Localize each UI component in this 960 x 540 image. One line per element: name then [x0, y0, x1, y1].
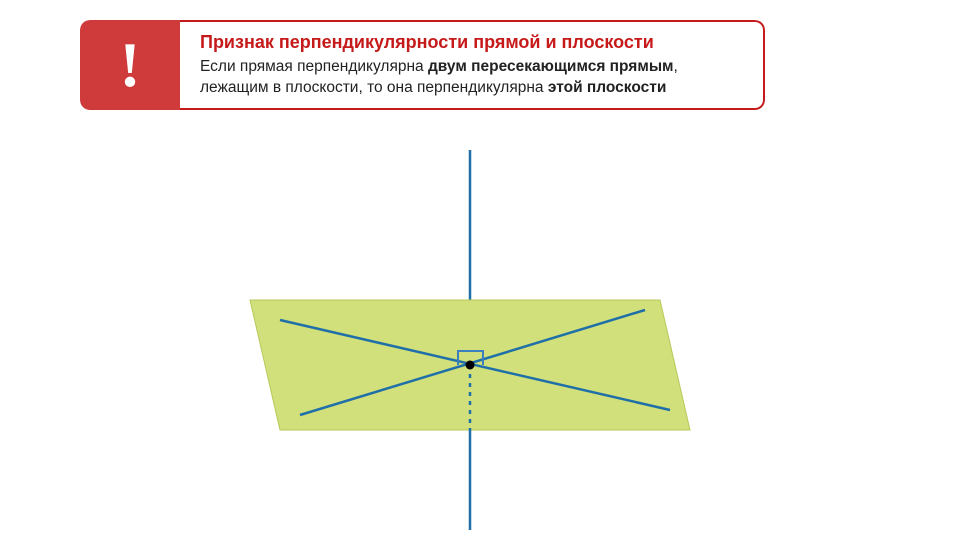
exclamation-glyph: ! [119, 28, 140, 102]
perpendicularity-diagram [190, 150, 750, 530]
theorem-callout: ! Признак перпендикулярности прямой и пл… [80, 20, 765, 110]
intersection-point [466, 361, 475, 370]
exclamation-icon: ! [80, 20, 180, 110]
body-bold-1: двум пересекающимся прямым [428, 58, 674, 75]
callout-text: Признак перпендикулярности прямой и плос… [180, 20, 765, 110]
body-prefix: Если прямая перпендикулярна [200, 58, 428, 75]
callout-body: Если прямая перпендикулярна двум пересек… [200, 57, 745, 99]
callout-title: Признак перпендикулярности прямой и плос… [200, 32, 745, 53]
body-bold-2: этой плоскости [548, 79, 667, 96]
